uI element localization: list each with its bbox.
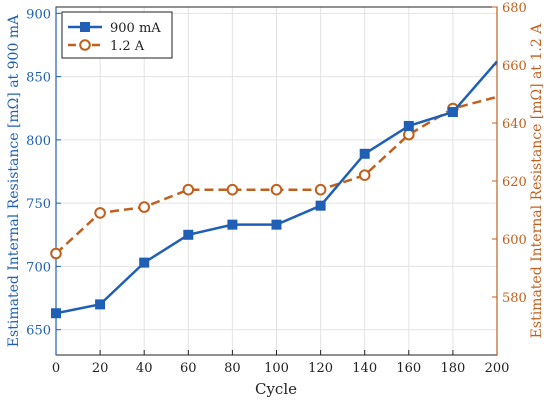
y-tick-label-left: 800 bbox=[26, 134, 51, 149]
data-point-1-2a bbox=[270, 183, 283, 196]
legend-marker-circle bbox=[79, 39, 91, 51]
legend-marker-square bbox=[80, 22, 90, 32]
x-axis-label: Cycle bbox=[255, 380, 297, 398]
y-tick-label-left: 900 bbox=[26, 7, 51, 22]
y-tick-label-left: 850 bbox=[26, 71, 51, 86]
x-tick-label: 160 bbox=[396, 361, 421, 376]
series-layer bbox=[50, 60, 498, 319]
data-point-1-2a bbox=[94, 207, 106, 219]
data-point-1-2a bbox=[50, 247, 62, 260]
data-point-900ma bbox=[447, 107, 458, 118]
y-axis-label-right: Estimated Internal Resistance [mΩ] at 1.… bbox=[529, 23, 545, 339]
y-tick-label-left: 650 bbox=[26, 324, 51, 339]
legend: 900 mA 1.2 A bbox=[61, 11, 173, 59]
legend-label-1-2a: 1.2 A bbox=[110, 39, 145, 54]
data-point-900ma bbox=[271, 219, 282, 230]
y-tick-label-left: 700 bbox=[26, 260, 51, 275]
data-point-1-2a bbox=[138, 201, 150, 213]
x-tick-label: 140 bbox=[352, 361, 377, 376]
data-point-1-2a bbox=[403, 128, 415, 141]
x-tick-label: 100 bbox=[264, 361, 289, 376]
grid-lines bbox=[55, 7, 498, 355]
data-point-1-2a bbox=[182, 183, 195, 196]
y-tick-label-right: 680 bbox=[502, 1, 527, 16]
y-tick-label-right: 600 bbox=[502, 233, 527, 248]
data-point-1-2a bbox=[226, 183, 239, 196]
y-tick-label-right: 640 bbox=[502, 117, 527, 132]
x-tick-label: 120 bbox=[308, 361, 333, 376]
data-point-900ma bbox=[95, 299, 106, 310]
y-tick-label-left: 750 bbox=[26, 197, 51, 212]
x-tick-label: 200 bbox=[485, 361, 510, 376]
y-tick-label-right: 620 bbox=[502, 175, 527, 190]
x-tick-label: 60 bbox=[180, 361, 197, 376]
data-point-1-2a bbox=[314, 183, 327, 196]
data-point-900ma bbox=[183, 229, 194, 240]
data-point-1-2a bbox=[358, 169, 371, 181]
data-point-900ma bbox=[227, 219, 238, 230]
data-point-900ma bbox=[359, 148, 370, 159]
x-tick-label: 40 bbox=[136, 361, 153, 376]
axis-ticks: 0 20 40 60 80 100 120 140 160 180 200 650 700 750 800 8… bbox=[26, 1, 527, 376]
y-tick-label-right: 660 bbox=[502, 59, 527, 74]
data-point-900ma bbox=[403, 120, 414, 131]
legend-label-900ma: 900 mA bbox=[110, 21, 161, 36]
x-tick-label: 0 bbox=[52, 361, 60, 376]
data-point-900ma bbox=[139, 257, 150, 268]
data-point-900ma bbox=[51, 308, 61, 319]
legend-box bbox=[61, 11, 173, 59]
y-axis-label-left: Estimated Internal Resistance [mΩ] at 90… bbox=[6, 14, 22, 347]
x-tick-label: 20 bbox=[92, 361, 109, 376]
x-tick-label: 180 bbox=[440, 361, 465, 376]
y-tick-label-right: 580 bbox=[502, 291, 527, 306]
x-tick-label: 80 bbox=[224, 361, 241, 376]
data-point-900ma bbox=[315, 200, 326, 211]
